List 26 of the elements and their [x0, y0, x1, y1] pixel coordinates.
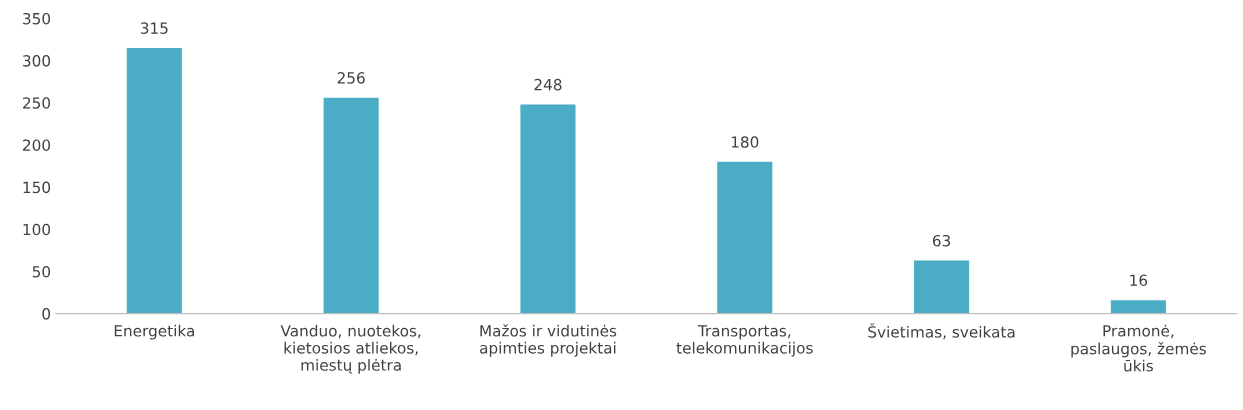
data-label: 16 — [1130, 274, 1148, 287]
x-tick-label: Pramonė, paslaugos, žemės ūkis — [1071, 324, 1206, 372]
data-label: 256 — [337, 72, 365, 84]
data-label: 63 — [932, 234, 951, 247]
bar — [1110, 300, 1166, 314]
y-tick-label: 150 — [23, 181, 51, 194]
x-tick-label: Švietimas, sveikata — [868, 323, 1015, 340]
y-tick-label: 50 — [32, 265, 51, 278]
y-tick-label: 350 — [23, 12, 51, 25]
data-label: 248 — [534, 78, 562, 91]
bar — [323, 97, 379, 314]
x-tick-label: Vanduo, nuotekos, kietosios atliekos, miestų plėtra — [280, 324, 421, 374]
bar — [520, 104, 576, 314]
x-tick-label: Transportas, telekomunikacijos — [676, 325, 813, 357]
y-tick-label: 200 — [23, 139, 51, 151]
x-tick-label: Mažos ir vidutinės apimties projektai — [480, 324, 617, 357]
y-tick-label: 100 — [23, 223, 51, 236]
x-tick-label: Energetika — [114, 324, 194, 340]
y-tick-label: 0 — [42, 308, 51, 320]
data-label: 315 — [140, 22, 168, 34]
data-label: 180 — [731, 136, 759, 148]
bar — [914, 260, 970, 314]
bar — [717, 161, 773, 314]
y-tick-label: 300 — [23, 55, 51, 67]
bar — [126, 47, 182, 314]
y-tick-label: 250 — [23, 97, 51, 109]
